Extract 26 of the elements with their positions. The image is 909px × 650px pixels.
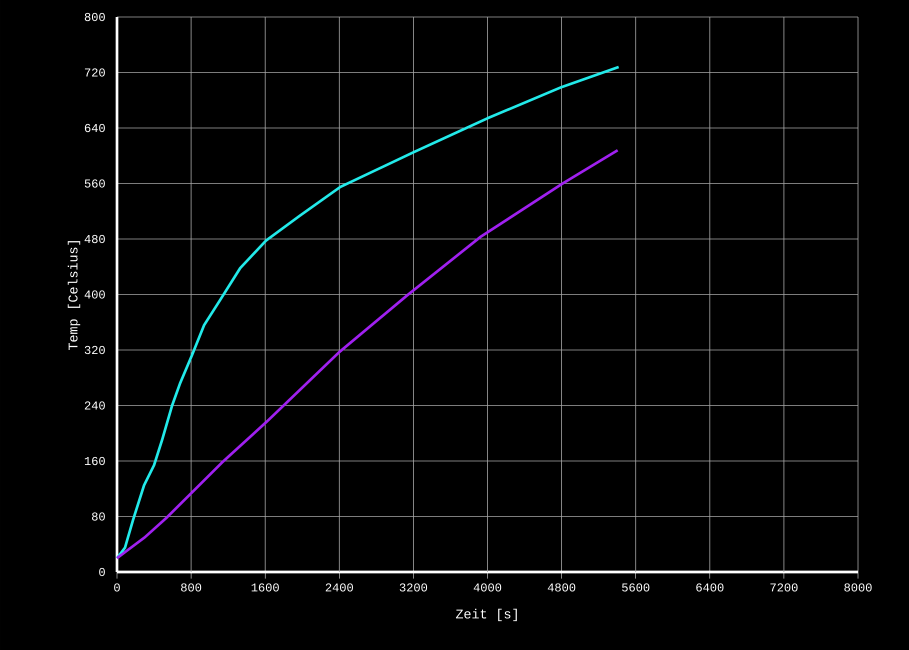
y-tick-label: 560 [84, 179, 105, 188]
y-tick-label: 80 [92, 512, 105, 521]
line-series [116, 148, 619, 560]
y-tick-label: 320 [84, 346, 105, 354]
y-tick-label: 720 [84, 68, 105, 77]
y-tick-label: 0 [99, 568, 105, 576]
y-tick-label: 160 [84, 456, 105, 466]
x-tick-label: 4000 [474, 583, 502, 592]
x-tick-label: 2400 [326, 583, 353, 592]
x-tick-label: 0 [114, 583, 120, 592]
y-tick-label: 640 [84, 124, 105, 132]
x-tick-label: 4800 [548, 583, 576, 592]
y-axis-title: Temp [Celsius] [68, 241, 80, 350]
x-tick-label: 3200 [400, 583, 428, 592]
y-tick-label: 800 [84, 12, 105, 22]
line-series [116, 66, 620, 560]
x-tick-label: 6400 [696, 583, 724, 592]
x-tick-label: 5600 [622, 583, 650, 592]
y-tick-label: 480 [84, 234, 105, 244]
x-tick-label: 8000 [844, 583, 872, 592]
y-tick-label: 400 [84, 290, 105, 299]
x-tick-label: 1600 [252, 583, 279, 592]
y-tick-label: 240 [84, 401, 105, 410]
x-tick-label: 800 [181, 583, 202, 592]
x-tick-label: 7200 [770, 583, 798, 592]
x-axis-title: Zeit [s] [456, 608, 517, 622]
